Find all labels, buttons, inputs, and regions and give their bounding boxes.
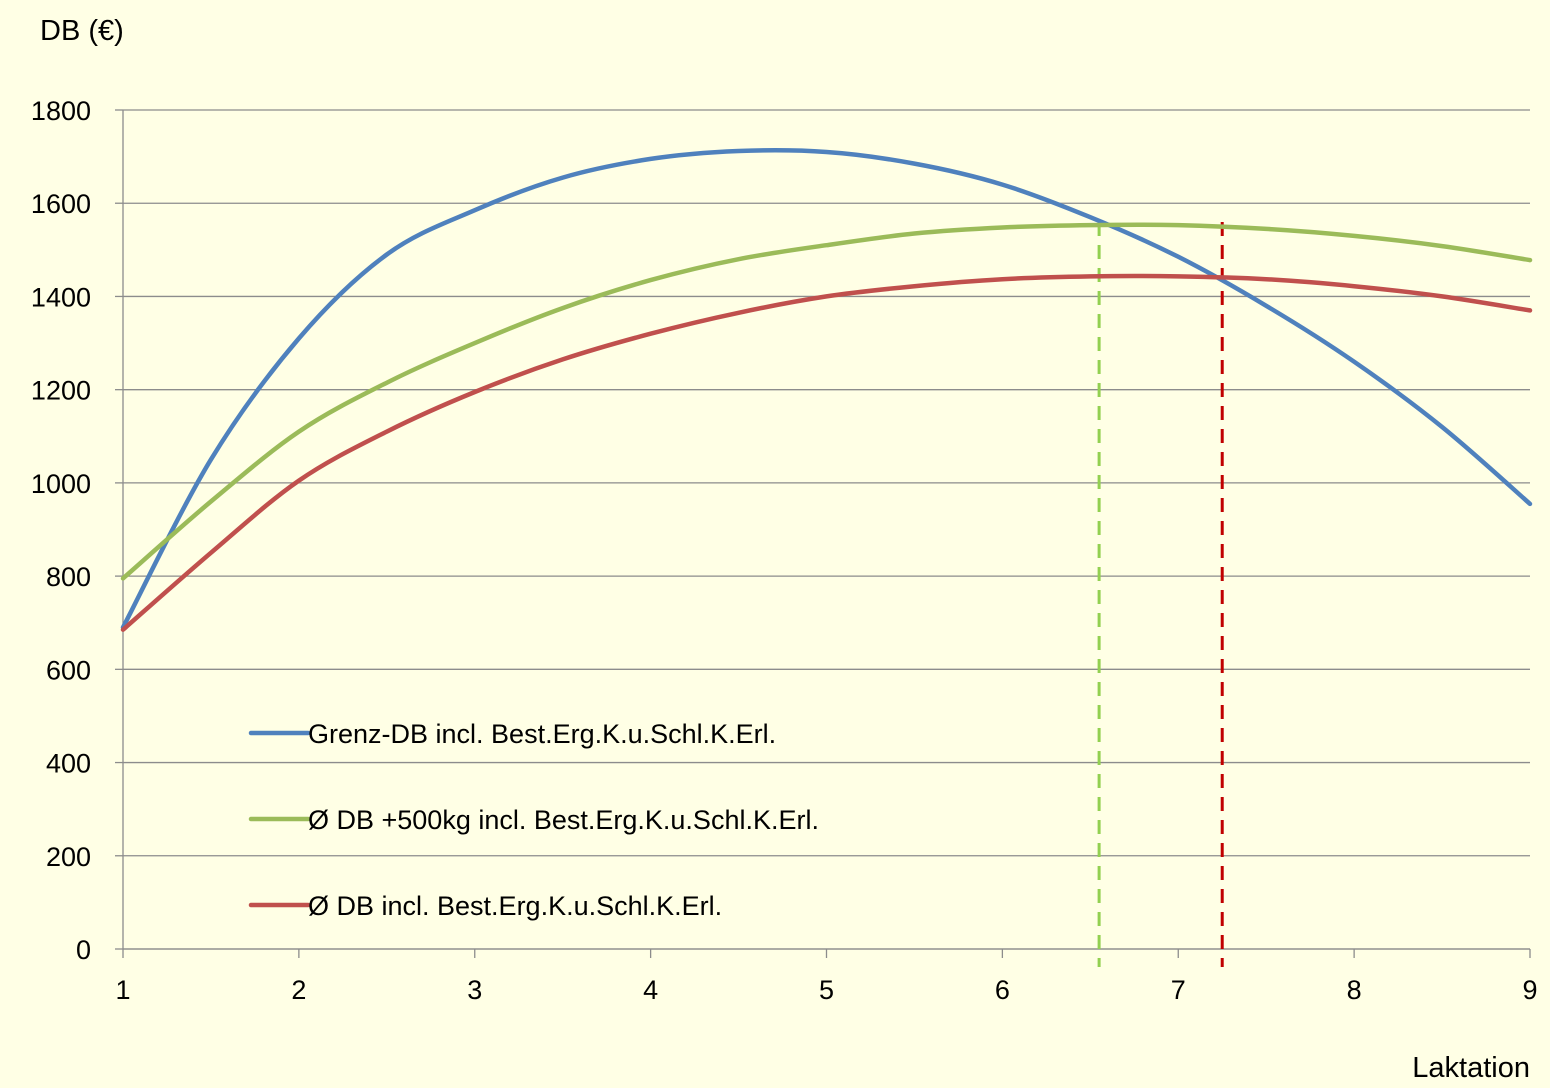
y-tick-label: 200	[46, 842, 91, 872]
x-tick-label: 5	[819, 975, 834, 1005]
y-tick-label: 600	[46, 655, 91, 685]
y-tick-label: 1800	[31, 96, 91, 126]
x-tick-label: 6	[995, 975, 1010, 1005]
series-line-1	[120, 148, 1533, 630]
reference-lines	[1097, 222, 1224, 967]
x-tick-label: 2	[291, 975, 306, 1005]
x-tick-label: 8	[1347, 975, 1362, 1005]
grid-lines	[123, 109, 1530, 950]
legend-item: Grenz-DB incl. Best.Erg.K.u.Schl.K.Erl.	[248, 719, 776, 749]
y-tick-label: 400	[46, 749, 91, 779]
y-tick-label: 1400	[31, 282, 91, 312]
y-tick-label: 1200	[31, 376, 91, 406]
y-tick-label: 800	[46, 562, 91, 592]
x-tick-label: 7	[1171, 975, 1186, 1005]
y-tick-label: 1000	[31, 469, 91, 499]
legend-item: Ø DB incl. Best.Erg.K.u.Schl.K.Erl.	[248, 891, 722, 921]
legend-label: Ø DB +500kg incl. Best.Erg.K.u.Schl.K.Er…	[308, 805, 819, 835]
series-line-3	[120, 273, 1533, 632]
y-axis-title: DB (€)	[40, 15, 124, 47]
x-tick-label: 9	[1522, 975, 1537, 1005]
series-lines	[120, 148, 1533, 632]
series-line-2	[120, 222, 1533, 581]
y-axis-ticks: 0 200 400 600 800 1000 1200 1400 1600 1800	[31, 96, 123, 965]
x-tick-label: 4	[643, 975, 658, 1005]
x-axis-title: Laktation	[1412, 1052, 1530, 1084]
x-axis-ticks: 1 2 3 4 5 6 7 8 9	[115, 949, 1538, 1005]
legend: Grenz-DB incl. Best.Erg.K.u.Schl.K.Erl. Ø…	[248, 719, 819, 921]
x-tick-label: 1	[115, 975, 130, 1005]
y-tick-label: 0	[76, 935, 91, 965]
legend-item: Ø DB +500kg incl. Best.Erg.K.u.Schl.K.Er…	[248, 805, 819, 835]
legend-label: Ø DB incl. Best.Erg.K.u.Schl.K.Erl.	[308, 891, 722, 921]
x-tick-label: 3	[467, 975, 482, 1005]
legend-label: Grenz-DB incl. Best.Erg.K.u.Schl.K.Erl.	[308, 719, 776, 749]
y-tick-label: 1600	[31, 189, 91, 219]
